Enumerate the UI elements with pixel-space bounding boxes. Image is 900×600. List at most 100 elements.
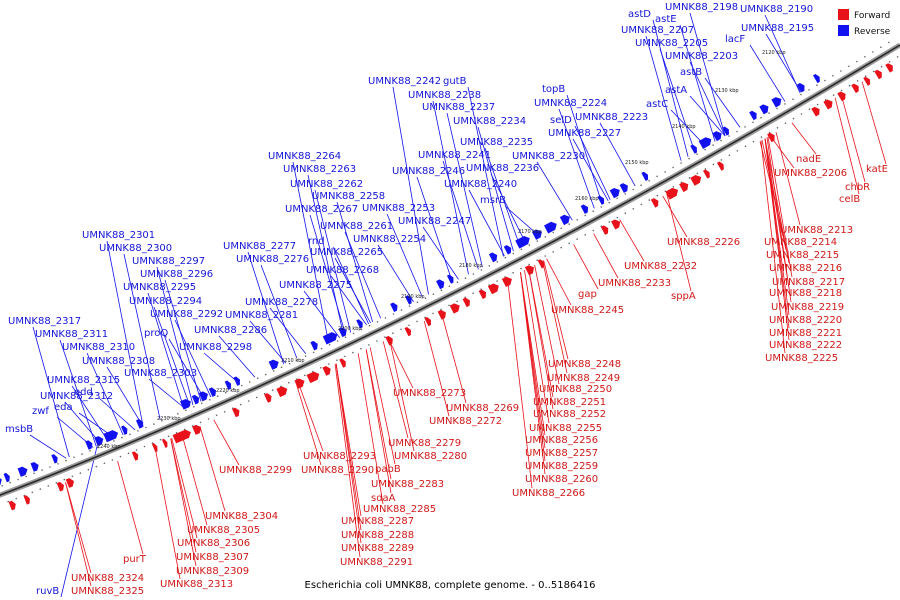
gene-label[interactable]: edd [74,387,93,398]
gene-label[interactable]: msrB [480,195,506,206]
forward-gene-arrow[interactable] [339,357,347,368]
gene-label[interactable]: sdaA [371,493,396,504]
reverse-gene-arrow[interactable] [121,425,129,435]
gene-label[interactable]: UMNK88_2258 [312,191,385,202]
gene-label[interactable]: UMNK88_2232 [624,261,697,272]
gene-label[interactable]: UMNK88_2304 [205,511,278,522]
forward-gene-arrow[interactable] [294,377,306,389]
gene-label[interactable]: UMNK88_2312 [40,391,113,402]
forward-gene-arrow[interactable] [151,442,159,453]
forward-gene-arrow[interactable] [437,309,448,320]
gene-label[interactable]: UMNK88_2252 [533,409,606,420]
gene-label[interactable]: UMNK88_2294 [129,296,202,307]
forward-gene-arrow[interactable] [501,275,514,288]
gene-label[interactable]: zwf [32,406,49,417]
gene-label[interactable]: UMNK88_2296 [140,269,213,280]
gene-label[interactable]: astB [680,67,702,78]
forward-gene-arrow[interactable] [276,385,289,398]
reverse-gene-arrow[interactable] [503,244,513,255]
gene-label[interactable]: UMNK88_2247 [398,216,471,227]
reverse-gene-arrow[interactable] [356,318,364,329]
reverse-gene-arrow[interactable] [17,465,30,477]
forward-gene-arrow[interactable] [874,68,884,80]
gene-label[interactable]: UMNK88_2249 [547,373,620,384]
reverse-gene-arrow[interactable] [103,429,119,443]
reverse-gene-arrow[interactable] [338,326,348,338]
forward-gene-arrow[interactable] [650,197,661,208]
forward-gene-arrow[interactable] [823,98,834,110]
forward-gene-arrow[interactable] [537,258,547,269]
gene-label[interactable]: UMNK88_2276 [236,254,309,265]
reverse-gene-arrow[interactable] [771,95,783,108]
gene-label[interactable]: UMNK88_2242 [368,76,441,87]
gene-label[interactable]: UMNK88_2267 [285,204,358,215]
forward-gene-arrow[interactable] [524,264,536,276]
gene-label[interactable]: UMNK88_2297 [132,256,205,267]
gene-label[interactable]: UMNK88_2215 [766,250,839,261]
gene-label[interactable]: UMNK88_2255 [529,423,602,434]
gene-label[interactable]: UMNK88_2308 [82,356,155,367]
reverse-gene-arrow[interactable] [543,220,559,234]
gene-label[interactable]: UMNK88_2257 [525,448,598,459]
forward-gene-arrow[interactable] [851,82,861,94]
gene-label[interactable]: UMNK88_2272 [429,416,502,427]
gene-label[interactable]: UMNK88_2283 [371,479,444,490]
forward-gene-arrow[interactable] [600,224,611,235]
gene-label[interactable]: UMNK88_2221 [769,328,842,339]
forward-gene-arrow[interactable] [23,494,32,505]
gene-label[interactable]: UMNK88_2286 [194,325,267,336]
gene-label[interactable]: UMNK88_2225 [765,353,838,364]
reverse-gene-arrow[interactable] [797,82,807,93]
gene-label[interactable]: gutB [443,76,467,87]
gene-label[interactable]: eda [54,402,73,413]
forward-gene-arrow[interactable] [264,392,273,403]
gene-label[interactable]: UMNK88_2317 [8,316,81,327]
gene-label[interactable]: chbR [845,182,870,193]
reverse-gene-arrow[interactable] [135,418,145,429]
gene-label[interactable]: UMNK88_2298 [179,342,252,353]
gene-label[interactable]: UMNK88_2246 [392,166,465,177]
gene-label[interactable]: proQ [144,328,168,339]
reverse-gene-arrow[interactable] [405,294,413,305]
reverse-gene-arrow[interactable] [0,475,3,487]
forward-gene-arrow[interactable] [306,370,322,384]
gene-label[interactable]: UMNK88_2313 [160,579,233,590]
gene-label[interactable]: UMNK88_2265 [310,247,383,258]
reverse-gene-arrow[interactable] [94,435,105,447]
gene-label[interactable]: UMNK88_2291 [340,557,413,568]
reverse-gene-arrow[interactable] [580,203,591,214]
gene-label[interactable]: UMNK88_2303 [124,368,197,379]
gene-label[interactable]: astE [655,14,677,25]
forward-gene-arrow[interactable] [161,438,169,448]
gene-label[interactable]: UMNK88_2315 [47,375,120,386]
forward-gene-arrow[interactable] [837,90,848,102]
reverse-gene-arrow[interactable] [268,358,281,370]
forward-gene-arrow[interactable] [863,76,872,86]
gene-label[interactable]: gap [578,289,597,300]
reverse-gene-arrow[interactable] [446,273,456,284]
gene-label[interactable]: UMNK88_2224 [534,98,607,109]
gene-label[interactable]: rnd [308,236,325,247]
reverse-gene-arrow[interactable] [609,186,622,199]
forward-gene-arrow[interactable] [811,105,822,117]
reverse-gene-arrow[interactable] [759,103,770,115]
gene-label[interactable]: UMNK88_2223 [575,112,648,123]
reverse-gene-arrow[interactable] [390,301,399,313]
gene-label[interactable]: UMNK88_2233 [598,278,671,289]
forward-gene-arrow[interactable] [679,180,690,193]
forward-gene-arrow[interactable] [131,450,140,461]
reverse-gene-arrow[interactable] [208,386,218,397]
reverse-gene-arrow[interactable] [515,234,532,249]
forward-gene-arrow[interactable] [665,186,680,200]
forward-gene-arrow[interactable] [56,481,66,492]
forward-gene-arrow[interactable] [8,500,18,511]
gene-label[interactable]: UMNK88_2216 [769,263,842,274]
reverse-gene-arrow[interactable] [488,251,499,263]
reverse-gene-arrow[interactable] [224,380,233,390]
gene-label[interactable]: sppA [671,291,696,302]
forward-gene-arrow[interactable] [703,168,712,179]
gene-label[interactable]: astC [646,99,668,110]
forward-gene-arrow[interactable] [478,288,488,299]
gene-label[interactable]: UMNK88_2280 [394,451,467,462]
gene-label[interactable]: UMNK88_2289 [341,543,414,554]
